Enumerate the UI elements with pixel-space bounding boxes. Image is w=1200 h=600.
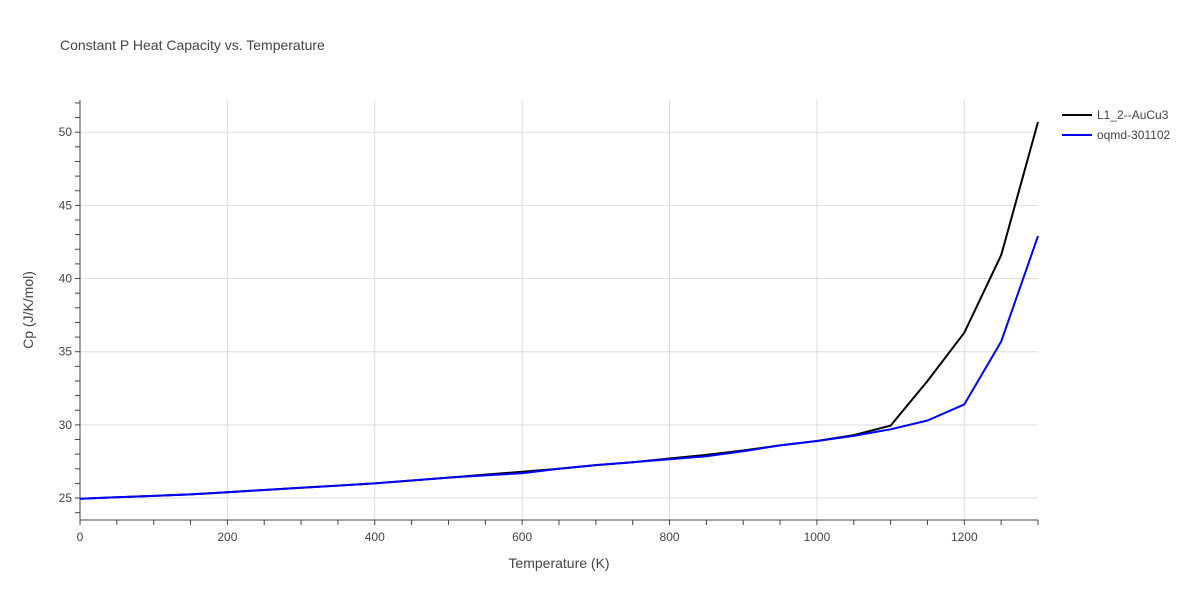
x-tick-label: 200: [217, 530, 237, 544]
y-tick-label: 30: [59, 418, 73, 432]
x-tick-label: 1000: [804, 530, 831, 544]
axes: 0 200 400 600 800 1000 1200 25 30 35 40 45 50: [59, 100, 1039, 544]
x-tick-label: 0: [77, 530, 84, 544]
grid: [80, 100, 1038, 520]
y-tick-label: 50: [59, 125, 73, 139]
y-axis-title: Cp (J/K/mol): [20, 271, 36, 349]
x-tick-label: 400: [365, 530, 385, 544]
y-tick-label: 35: [59, 345, 73, 359]
x-tick-label: 1200: [951, 530, 978, 544]
legend-item[interactable]: L1_2--AuCu3: [1062, 108, 1169, 122]
y-tick-label: 25: [59, 491, 73, 505]
y-tick-label: 45: [59, 198, 73, 212]
legend-label: oqmd-301102: [1097, 128, 1170, 142]
series-layer: [79, 121, 1039, 500]
y-tick-label: 40: [59, 272, 73, 286]
x-axis-title: Temperature (K): [508, 555, 609, 571]
x-tick-label: 800: [660, 530, 680, 544]
legend-label: L1_2--AuCu3: [1097, 108, 1169, 122]
chart-title: Constant P Heat Capacity vs. Temperature: [60, 37, 325, 53]
series-line-1[interactable]: [79, 121, 1039, 500]
legend[interactable]: L1_2--AuCu3 oqmd-301102: [1062, 108, 1170, 142]
series-line-2[interactable]: [79, 235, 1039, 500]
legend-item[interactable]: oqmd-301102: [1062, 128, 1170, 142]
x-tick-label: 600: [512, 530, 532, 544]
